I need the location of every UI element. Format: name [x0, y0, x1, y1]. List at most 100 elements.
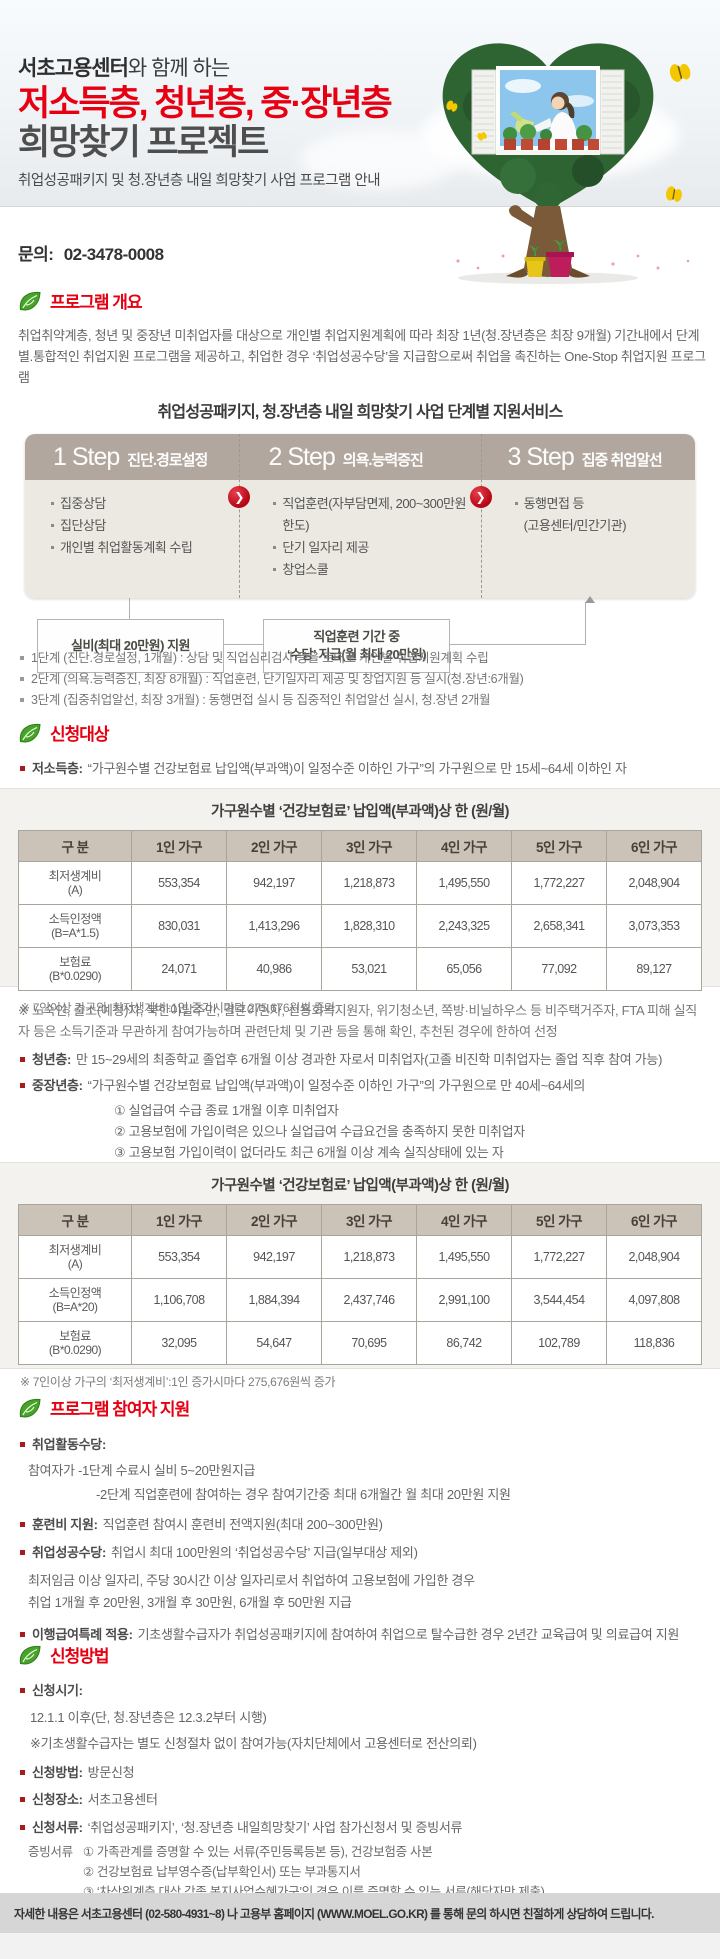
where-row: 신청장소: 서초고용센터: [18, 1790, 708, 1810]
middle-conditions: ① 실업급여 수급 종료 1개월 이후 미취업자 ② 고용보험에 가입이력은 있…: [18, 1100, 708, 1163]
success-row: 취업성공수당: 취업시 최대 100만원의 ‘취업성공수당’ 지급(일부대상 제…: [18, 1543, 708, 1563]
step3-item: (고용센터/민간기관): [523, 518, 627, 533]
middle-text: “가구원수별 건강보험료 납입액(부과액)이 일정수준 이하인 가구”의 가구원…: [87, 1078, 586, 1093]
cell: 2,048,904: [606, 861, 702, 905]
low-income-label: 저소득층:: [32, 761, 83, 776]
section-overview: 프로그램 개요 취업취약계층, 청년 및 중장년 미취업자를 대상으로 개인별 …: [18, 288, 708, 388]
middle-row: 중장년층: “가구원수별 건강보험료 납입액(부과액)이 일정수준 이하인 가구…: [18, 1076, 708, 1163]
table-row: 소득인정액 (B=A*20) 1,106,708 1,884,394 2,437,…: [18, 1278, 702, 1322]
step1-label: 진단.경로설정: [127, 451, 208, 469]
diagram-title: 취업성공패키지, 청.장년층 내일 희망찾기 사업 단계별 지원서비스: [157, 404, 563, 421]
col-header: 1인 가구: [131, 830, 227, 862]
window-cloud: [505, 79, 541, 93]
step1-item: 개인별 취업활동계획 수립: [51, 537, 231, 559]
middle-condition: ③ 고용보험 가입이력이 없더라도 최근 6개월 이상 계속 실직상태에 있는 …: [114, 1145, 504, 1160]
step2-header: 2 Step 의욕.능력증진: [241, 443, 480, 472]
step-note-text: 2단계 (의욕.능력증진, 최장 8개월) : 직업훈련, 단기일자리 제공 및…: [31, 672, 524, 686]
cell: 2,243,325: [416, 904, 512, 948]
step3-items: 동행면접 등 (고용센터/민간기관): [481, 493, 695, 581]
allowance-line2: ‘수당’ 지급(월 최대 20만원): [286, 647, 427, 662]
cell: 3,073,353: [606, 904, 702, 948]
cell: 553,354: [131, 861, 227, 905]
tree-illustration: [442, 43, 691, 284]
col-header: 구 분: [18, 1204, 132, 1236]
table-row: 소득인정액 (B=A*1.5) 830,031 1,413,296 1,828,3…: [18, 904, 702, 948]
table1-title: 가구원수별 ‘건강보험료’ 납입액(부과액)상 한 (원/월): [210, 804, 510, 820]
special-label: 이행급여특례 적용:: [32, 1627, 133, 1642]
bullet-square: [20, 1797, 25, 1802]
dashed-divider: [480, 434, 482, 598]
success-label: 취업성공수당:: [32, 1545, 106, 1560]
allowance-label: 취업활동수당:: [32, 1437, 106, 1452]
when-label: 신청시기:: [32, 1683, 83, 1698]
cell: 53,021: [321, 947, 417, 991]
girl-shirt: [548, 112, 578, 146]
bullet-square: [20, 766, 25, 771]
step2-number: 2 Step: [268, 442, 336, 471]
overview-body: 취업취약계층, 청년 및 중장년 미취업자를 대상으로 개인별 취업지원계획에 …: [18, 328, 706, 385]
table-row: 최저생계비 (A) 553,354 942,197 1,218,873 1,495…: [18, 1235, 702, 1279]
window-sill: [496, 150, 600, 155]
cell: 1,218,873: [321, 1235, 417, 1279]
allowance-line1: 직업훈련 기간 중: [313, 629, 400, 644]
low-income-row: 저소득층: “가구원수별 건강보험료 납입액(부과액)이 일정수준 이하인 가구…: [18, 759, 708, 779]
step-diagram: 취업성공패키지, 청.장년층 내일 희망찾기 사업 단계별 지원서비스 ❯ ❯ …: [25, 398, 695, 685]
health-premium-table-1: 구 분 1인 가구 2인 가구 3인 가구 4인 가구 5인 가구 6인 가구 …: [18, 830, 702, 991]
bullet-square: [20, 1825, 25, 1830]
girl-arm: [534, 118, 552, 132]
youth-text: 만 15~29세의 최종학교 졸업후 6개월 이상 경과한 자로서 미취업자(고…: [76, 1052, 663, 1067]
header-line1: 서초고용센터와 함께 하는: [18, 52, 391, 82]
row-label: 소득인정액 (B=A*1.5): [18, 904, 132, 948]
cell: 1,413,296: [226, 904, 322, 948]
step2-items: 직업훈련(자부담면제, 200~300만원 한도) 단기 일자리 제공 창업스쿨: [239, 493, 480, 581]
table-row: 최저생계비 (A) 553,354 942,197 1,218,873 1,495…: [18, 861, 702, 905]
girl-face: [551, 96, 565, 110]
allowance-line1: 참여자가 -1단계 수료시 실비 5~20만원지급: [28, 1463, 256, 1478]
cell: 2,048,904: [606, 1235, 702, 1279]
step2-item: 창업스쿨: [273, 559, 472, 581]
page-title-red: 저소득층, 청년층, 중·장년층: [18, 84, 393, 123]
health-premium-table-band-1: 가구원수별 ‘건강보험료’ 납입액(부과액)상 한 (원/월) 구 분 1인 가…: [0, 788, 720, 1015]
table-row: 보험료 (B*0.0290) 24,071 40,986 53,021 65,05…: [18, 947, 702, 991]
cell: 2,658,341: [511, 904, 607, 948]
row-label: 최저생계비 (A): [18, 861, 132, 905]
header-line1-rest: 와 함께 하는: [127, 57, 230, 80]
health-premium-table-2: 구 분 1인 가구 2인 가구 3인 가구 4인 가구 5인 가구 6인 가구 …: [18, 1204, 702, 1365]
cloud-decoration: [300, 130, 460, 190]
page-subtitle: 취업성공패키지 및 청.장년층 내일 희망찾기 사업 프로그램 안내: [18, 173, 381, 190]
leaf-icon: [19, 291, 41, 310]
cell: 54,647: [226, 1321, 322, 1365]
contact-phone: 02-3478-0008: [63, 245, 164, 264]
table-header-row: 구 분 1인 가구 2인 가구 3인 가구 4인 가구 5인 가구 6인 가구: [18, 830, 702, 862]
cell: 118,836: [606, 1321, 702, 1365]
bullet-square: [20, 1770, 25, 1775]
up-arrowhead: [585, 596, 595, 603]
training-text: 직업훈련 참여시 훈련비 전액지원(최대 200~300만원): [102, 1517, 383, 1532]
section-participant-support-title: 프로그램 참여자 지원: [50, 1400, 190, 1419]
girl-ponytail: [565, 102, 575, 118]
success-line1: 최저임금 이상 일자리, 주당 30시간 이상 일자리로서 취업하여 고용보험에…: [28, 1573, 475, 1588]
success-line2: 취업 1개월 후 20만원, 3개월 후 30만원, 6개월 후 50만원 지급: [28, 1595, 352, 1610]
tree-branch: [509, 205, 540, 231]
step-note-text: 3단계 (집중취업알선, 최장 3개월) : 동행면접 실시 등 집중적인 취업…: [31, 693, 491, 707]
header-text-block: 서초고용센터와 함께 하는 저소득층, 청년층, 중·장년층 희망찾기 프로젝트…: [18, 52, 393, 190]
bullet-square: [20, 1522, 25, 1527]
step1-items: 집중상담 집단상담 개인별 취업활동계획 수립: [25, 493, 239, 581]
section-apply-target: 신청대상 저소득층: “가구원수별 건강보험료 납입액(부과액)이 일정수준 이…: [18, 720, 708, 779]
diagram-header-row: 1 Step 진단.경로설정 2 Step 의욕.능력증진 3 Step 집중 …: [25, 434, 695, 480]
row-label: 최저생계비 (A): [18, 1235, 132, 1279]
row-label: 보험료 (B*0.0290): [18, 1321, 132, 1365]
footer-bottom-strip: [0, 1933, 720, 1959]
allowance-support-box: 직업훈련 기간 중 ‘수당’ 지급(월 최대 20만원): [263, 619, 450, 673]
cell: 1,772,227: [511, 1235, 607, 1279]
bullet-dot: [20, 656, 24, 660]
step1-number: 1 Step: [53, 442, 120, 471]
leaf-icon: [19, 723, 41, 742]
step-note-text: 1단계 (진단.경로설정, 1개월) : 상담 및 직업심리검사 등을 토대로 …: [31, 651, 489, 665]
bullet-square: [20, 1057, 25, 1062]
foliage-texture: [534, 182, 562, 210]
bullet-square: [20, 1632, 25, 1637]
diagram-box: ❯ ❯ 1 Step 진단.경로설정 2 Step 의욕.능력증진 3 Step…: [25, 434, 695, 598]
step2-label: 의욕.능력증진: [342, 451, 424, 469]
allowance-line2: -2단계 직업훈련에 참여하는 경우 참여기간중 최대 6개월간 월 최대 20…: [96, 1487, 511, 1502]
